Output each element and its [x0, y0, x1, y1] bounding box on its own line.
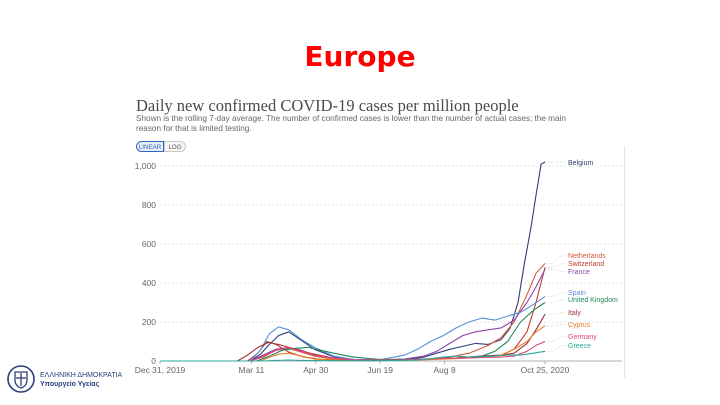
x-tick-label: Dec 31, 2019	[135, 365, 186, 375]
series-line-spain	[160, 296, 546, 362]
series-line-belgium	[160, 161, 546, 362]
y-tick-label: 800	[142, 200, 156, 210]
y-axis: 0 200 400 600 800 1,000	[135, 161, 157, 366]
legend-connector	[545, 336, 566, 342]
linear-scale-button[interactable]: LINEAR	[136, 141, 164, 152]
legend-connector	[545, 312, 566, 315]
series-line-united-kingdom	[160, 302, 546, 362]
y-tick-label: 0	[151, 356, 156, 366]
ministry-line2: Υπουργείο Υγείας	[40, 381, 100, 389]
legend-label: United Kingdom	[568, 297, 618, 304]
chart-subtitle: Shown is the rolling 7-day average. The …	[136, 114, 566, 134]
legend-connector	[545, 324, 566, 327]
legend-label: Cyprus	[568, 322, 591, 329]
chart-title: Daily new confirmed COVID-19 cases per m…	[136, 96, 519, 115]
ministry-label: ΕΛΛΗΝΙΚΗ ΔΗΜΟΚΡΑΤΙΑ Υπουργείο Υγείας	[40, 371, 122, 389]
series-line-netherlands	[160, 263, 546, 362]
x-tick-label: Apr 30	[303, 365, 328, 375]
y-tick-label: 200	[142, 317, 156, 327]
series-line-switzerland	[160, 267, 546, 362]
y-tick-label: 1,000	[135, 161, 157, 171]
legend-label: Spain	[568, 290, 586, 297]
legend-label: Belgium	[568, 160, 593, 167]
legend-connector	[545, 292, 566, 297]
legend-connector	[545, 263, 566, 268]
greek-emblem-icon	[6, 364, 36, 399]
x-tick-label: Oct 25, 2020	[521, 365, 570, 375]
y-tick-label: 400	[142, 278, 156, 288]
legend-connector	[545, 299, 566, 303]
legend-connector	[545, 255, 566, 264]
log-scale-button[interactable]: LOG	[164, 141, 186, 152]
legend-label: Greece	[568, 343, 591, 350]
legend-label: France	[568, 269, 590, 276]
legend-label: Switzerland	[568, 261, 604, 268]
series-line-germany	[160, 340, 546, 362]
legend-label: Netherlands	[568, 253, 606, 260]
legend-connector	[545, 345, 566, 352]
legend-label: Italy	[568, 310, 581, 317]
x-tick-label: Mar 11	[239, 365, 265, 375]
y-tick-label: 600	[142, 239, 156, 249]
legend-connector	[545, 269, 566, 272]
legend-label: Germany	[568, 334, 597, 341]
grid-lines	[160, 165, 622, 362]
x-axis: Dec 31, 2019 Mar 11 Apr 30 Jun 19 Aug 8 Oct 2…	[135, 361, 570, 375]
ministry-line1: ΕΛΛΗΝΙΚΗ ΔΗΜΟΚΡΑΤΙΑ	[40, 372, 123, 379]
series-line-greece	[160, 350, 546, 362]
slide-title: Europe	[304, 40, 416, 73]
plot-right-border	[624, 146, 625, 378]
x-tick-label: Jun 19	[367, 365, 393, 375]
series-lines	[160, 161, 546, 362]
x-tick-label: Aug 8	[433, 365, 455, 375]
